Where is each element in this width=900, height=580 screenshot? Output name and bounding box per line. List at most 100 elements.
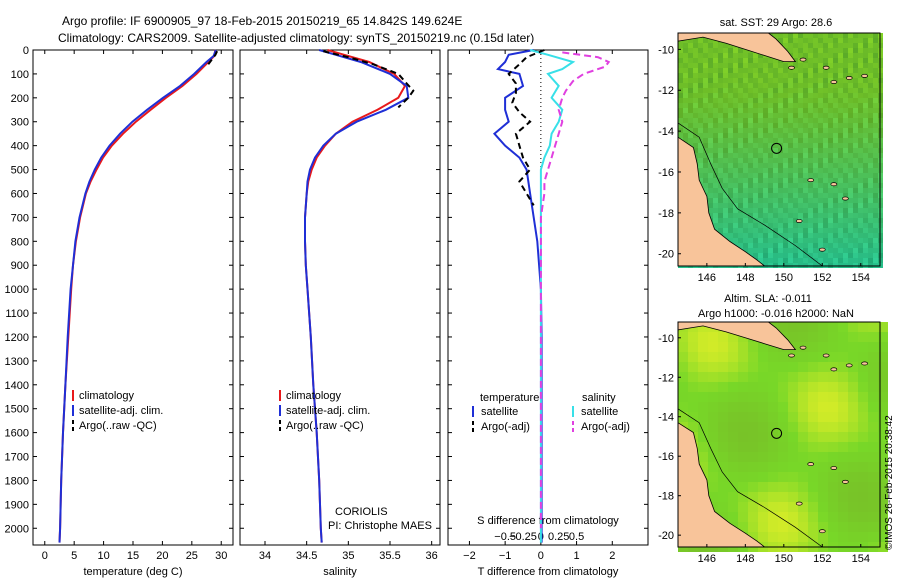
field-cell [688,123,693,128]
field-cell [728,143,733,148]
field-cell [728,442,738,452]
field-cell [858,83,863,88]
field-cell [838,143,843,148]
y-tick-label: 1400 [5,380,29,392]
field-cell [823,173,828,178]
y-tick-label: 1000 [5,284,29,296]
field-cell [783,138,788,143]
field-cell [753,153,758,158]
field-cell [803,223,808,228]
field-cell [798,432,808,442]
y-tick-label: -12 [658,372,674,384]
field-cell [743,118,748,123]
field-cell [873,218,878,223]
field-cell [688,68,693,73]
top-tick-label: −0.25 [509,531,537,543]
field-cell [818,128,823,133]
field-cell [813,83,818,88]
field-cell [703,163,708,168]
field-cell [863,243,868,248]
field-cell [788,143,793,148]
field-cell [758,512,768,522]
field-cell [793,253,798,258]
field-cell [708,123,713,128]
field-cell [858,238,863,243]
field-cell [748,462,758,472]
field-cell [853,68,858,73]
field-cell [823,48,828,53]
field-cell [733,48,738,53]
field-cell [758,128,763,133]
field-cell [818,218,823,223]
field-cell [773,128,778,133]
field-cell [758,253,763,258]
field-cell [793,163,798,168]
field-cell [798,532,808,542]
field-cell [818,472,828,482]
field-cell [843,133,848,138]
field-cell [863,88,868,93]
field-cell [738,352,748,362]
field-cell [858,33,863,38]
field-cell [788,412,798,422]
field-cell [733,98,738,103]
field-cell [843,103,848,108]
field-cell [863,148,868,153]
field-cell [798,178,803,183]
field-cell [818,83,823,88]
field-cell [808,492,818,502]
field-cell [768,88,773,93]
field-cell [763,88,768,93]
field-cell [818,382,828,392]
field-cell [763,193,768,198]
field-cell [733,143,738,148]
field-cell [813,98,818,103]
field-cell [858,113,863,118]
field-cell [773,198,778,203]
plot-frame [239,49,441,546]
field-cell [803,133,808,138]
field-cell [818,502,828,512]
field-cell [808,198,813,203]
field-cell [728,78,733,83]
field-cell [713,73,718,78]
field-cell [768,208,773,213]
field-cell [868,243,873,248]
land-polygon [677,32,797,62]
field-cell [723,88,728,93]
field-cell [783,83,788,88]
field-cell [713,198,718,203]
field-cell [733,108,738,113]
field-cell [853,243,858,248]
field-cell [688,133,693,138]
field-cell [728,422,738,432]
field-cell [688,38,693,43]
field-cell [753,223,758,228]
field-cell [818,58,823,63]
field-cell [788,188,793,193]
field-cell [678,332,688,342]
field-cell [783,73,788,78]
field-cell [723,153,728,158]
field-cell [738,203,743,208]
field-cell [848,512,858,522]
field-cell [678,113,683,118]
field-cell [808,258,813,263]
field-cell [708,188,713,193]
field-cell [803,73,808,78]
field-cell [728,452,738,462]
field-cell [713,133,718,138]
field-cell [758,532,768,542]
field-cell [693,123,698,128]
field-cell [743,138,748,143]
field-cell [778,118,783,123]
field-cell [758,422,768,432]
field-cell [728,93,733,98]
field-cell [778,512,788,522]
field-cell [843,248,848,253]
field-cell [813,108,818,113]
field-cell [863,83,868,88]
y-tick-label: 1100 [5,308,29,320]
field-cell [828,452,838,462]
field-cell [738,138,743,143]
